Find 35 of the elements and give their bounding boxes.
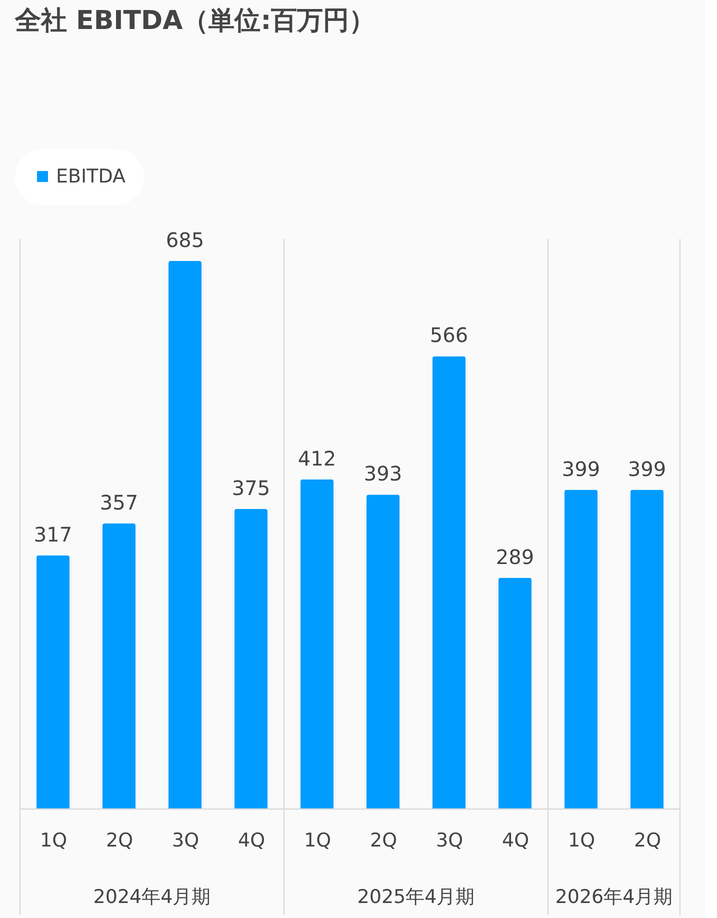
- x-tick-label: 1Q: [40, 830, 68, 852]
- bar: [234, 509, 268, 809]
- bar: [498, 578, 532, 809]
- x-tick-label: 1Q: [568, 830, 596, 852]
- data-label: 685: [166, 228, 204, 252]
- x-tick-label: 3Q: [436, 830, 464, 852]
- data-label: 375: [232, 476, 270, 500]
- data-label: 412: [298, 446, 336, 470]
- bar: [630, 490, 664, 809]
- text: 2025年4月期: [357, 886, 475, 908]
- x-tick-label: 4Q: [238, 830, 266, 852]
- x-tick-label: 3Q: [172, 830, 200, 852]
- x-tick-label: 2Q: [106, 830, 134, 852]
- bar: [366, 494, 400, 809]
- bar: [564, 490, 598, 809]
- data-label: 399: [628, 456, 666, 481]
- data-label: 399: [562, 456, 600, 481]
- x-tick-label: 2Q: [370, 830, 398, 852]
- text: 2024年4月期: [93, 886, 211, 908]
- data-label: 566: [430, 323, 468, 348]
- data-label: 357: [100, 490, 138, 514]
- text: 2026年4月期: [555, 886, 673, 908]
- x-tick-label: 1Q: [304, 830, 332, 852]
- data-label: 317: [34, 522, 72, 546]
- x-tick-label: 2Q: [634, 830, 662, 852]
- bar: [300, 479, 334, 809]
- legend-label: EBITDA: [56, 166, 126, 188]
- bar: [102, 523, 136, 809]
- bar: [36, 555, 70, 809]
- data-label: 393: [364, 462, 402, 486]
- bar: [432, 356, 466, 809]
- chart-title: 全社 EBITDA（単位:百万円）: [14, 6, 376, 36]
- data-label: 289: [496, 544, 534, 569]
- bar: [168, 261, 202, 809]
- x-tick-label: 4Q: [502, 830, 530, 852]
